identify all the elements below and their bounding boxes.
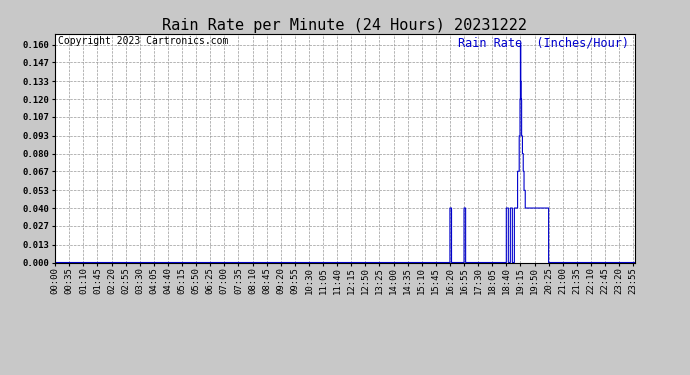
Text: Copyright 2023 Cartronics.com: Copyright 2023 Cartronics.com [58,36,228,46]
Text: Rain Rate  (Inches/Hour): Rain Rate (Inches/Hour) [458,36,629,49]
Title: Rain Rate per Minute (24 Hours) 20231222: Rain Rate per Minute (24 Hours) 20231222 [163,18,527,33]
